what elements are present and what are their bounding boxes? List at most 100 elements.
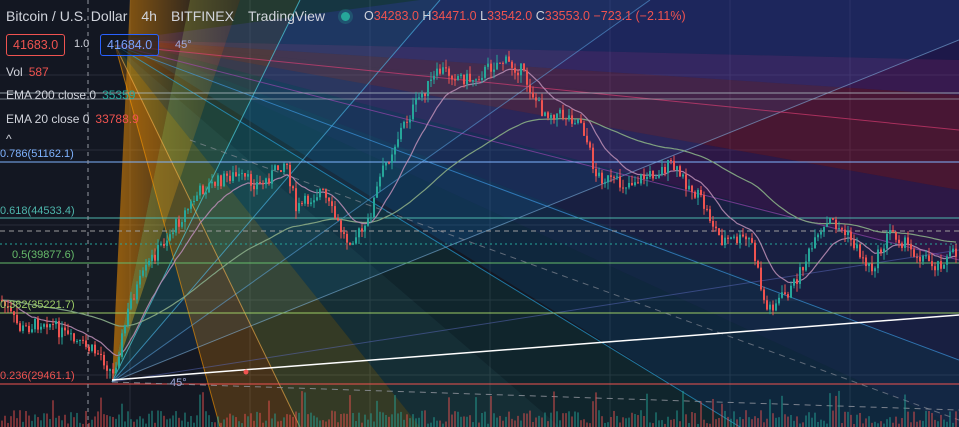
indicator-ema20[interactable]: EMA 20 close 0 33788.9 xyxy=(6,112,139,126)
volume-bar xyxy=(199,394,201,427)
candle-body xyxy=(82,339,84,341)
volume-bar xyxy=(631,412,633,427)
volume-bar xyxy=(619,422,621,427)
volume-bar xyxy=(952,422,954,427)
volume-bar xyxy=(442,423,444,427)
candle-body xyxy=(931,261,933,267)
volume-bar xyxy=(169,418,171,427)
candle-body xyxy=(595,168,597,177)
candle-body xyxy=(934,266,936,271)
candle-body xyxy=(721,235,723,246)
volume-bar xyxy=(76,412,78,427)
candle-body xyxy=(724,237,726,246)
volume-bar xyxy=(529,410,531,427)
volume-bar xyxy=(463,416,465,427)
volume-bar xyxy=(670,419,672,427)
candle-body xyxy=(169,234,171,241)
candle-body xyxy=(331,201,333,207)
candle-body xyxy=(850,231,852,241)
candle-body xyxy=(562,109,564,119)
candle-body xyxy=(340,220,342,233)
volume-bar xyxy=(661,420,663,427)
candle-body xyxy=(292,186,294,189)
candle-body xyxy=(448,68,450,76)
volume-bar xyxy=(445,421,447,427)
volume-bar xyxy=(322,420,324,427)
candle-body xyxy=(355,237,357,244)
candle-body xyxy=(46,324,48,328)
candle-body xyxy=(649,170,651,177)
volume-bar xyxy=(112,416,114,427)
buy-button[interactable]: 41684.0 xyxy=(100,34,160,56)
volume-bar xyxy=(883,423,885,427)
volume-bar xyxy=(826,423,828,427)
volume-bar xyxy=(484,411,486,427)
indicator-ema200[interactable]: EMA 200 close 0 35359 xyxy=(6,88,136,102)
candle-body xyxy=(634,182,636,186)
volume-bar xyxy=(781,395,783,427)
volume-bar xyxy=(592,401,594,427)
collapse-indicators-icon[interactable]: ^ xyxy=(6,132,12,146)
volume-bar xyxy=(754,416,756,427)
candle-body xyxy=(463,74,465,85)
candle-body xyxy=(424,93,426,97)
volume-bar xyxy=(598,410,600,427)
indicator-volume[interactable]: Vol 587 xyxy=(6,65,49,79)
candle-body xyxy=(688,185,690,190)
volume-bar xyxy=(496,417,498,427)
sell-button[interactable]: 41683.0 xyxy=(6,34,66,56)
volume-bar xyxy=(853,423,855,427)
candle-body xyxy=(145,264,147,271)
gann-fan-right[interactable] xyxy=(120,0,959,427)
candle-body xyxy=(193,201,195,203)
candle-body xyxy=(40,326,42,330)
volume-bar xyxy=(868,416,870,427)
volume-bar xyxy=(559,420,561,427)
dashed-trendline xyxy=(111,381,959,411)
volume-bar xyxy=(859,412,861,427)
candle-body xyxy=(580,119,582,123)
volume-bar xyxy=(403,419,405,427)
candle-body xyxy=(91,344,93,351)
candle-body xyxy=(220,175,222,187)
interval[interactable]: 4h xyxy=(141,8,157,24)
candle-body xyxy=(454,79,456,81)
volume-bar xyxy=(385,415,387,427)
volume-bar xyxy=(70,412,72,427)
candle-body xyxy=(853,240,855,249)
volume-bar xyxy=(235,417,237,427)
volume-bar xyxy=(787,416,789,427)
volume-bar xyxy=(547,421,549,427)
volume-bar xyxy=(904,394,906,427)
candle-body xyxy=(700,189,702,196)
support-trendline[interactable] xyxy=(111,314,959,381)
volume-bar xyxy=(454,411,456,427)
volume-bar xyxy=(40,420,42,427)
volume-bar xyxy=(922,420,924,427)
volume-bar xyxy=(469,415,471,427)
candle-body xyxy=(217,175,219,186)
candle-body xyxy=(535,97,537,101)
volume-bar xyxy=(907,411,909,427)
candle-body xyxy=(79,339,81,341)
candle-body xyxy=(637,182,639,184)
candle-body xyxy=(910,244,912,250)
candle-body xyxy=(892,230,894,232)
volume-bar xyxy=(613,410,615,427)
candle-body xyxy=(505,56,507,63)
symbol-name[interactable]: Bitcoin / U.S. Dollar xyxy=(6,8,128,24)
candle-body xyxy=(883,248,885,253)
volume-bar xyxy=(202,392,204,427)
candle-body xyxy=(775,303,777,311)
candle-body xyxy=(433,75,435,80)
candle-body xyxy=(871,263,873,272)
volume-bar xyxy=(673,419,675,427)
volume-bar xyxy=(379,411,381,427)
candle-body xyxy=(4,301,6,307)
volume-bar xyxy=(238,421,240,427)
candle-body xyxy=(256,182,258,190)
candle-body xyxy=(685,174,687,190)
volume-bar xyxy=(148,413,150,427)
candle-body xyxy=(88,346,90,351)
